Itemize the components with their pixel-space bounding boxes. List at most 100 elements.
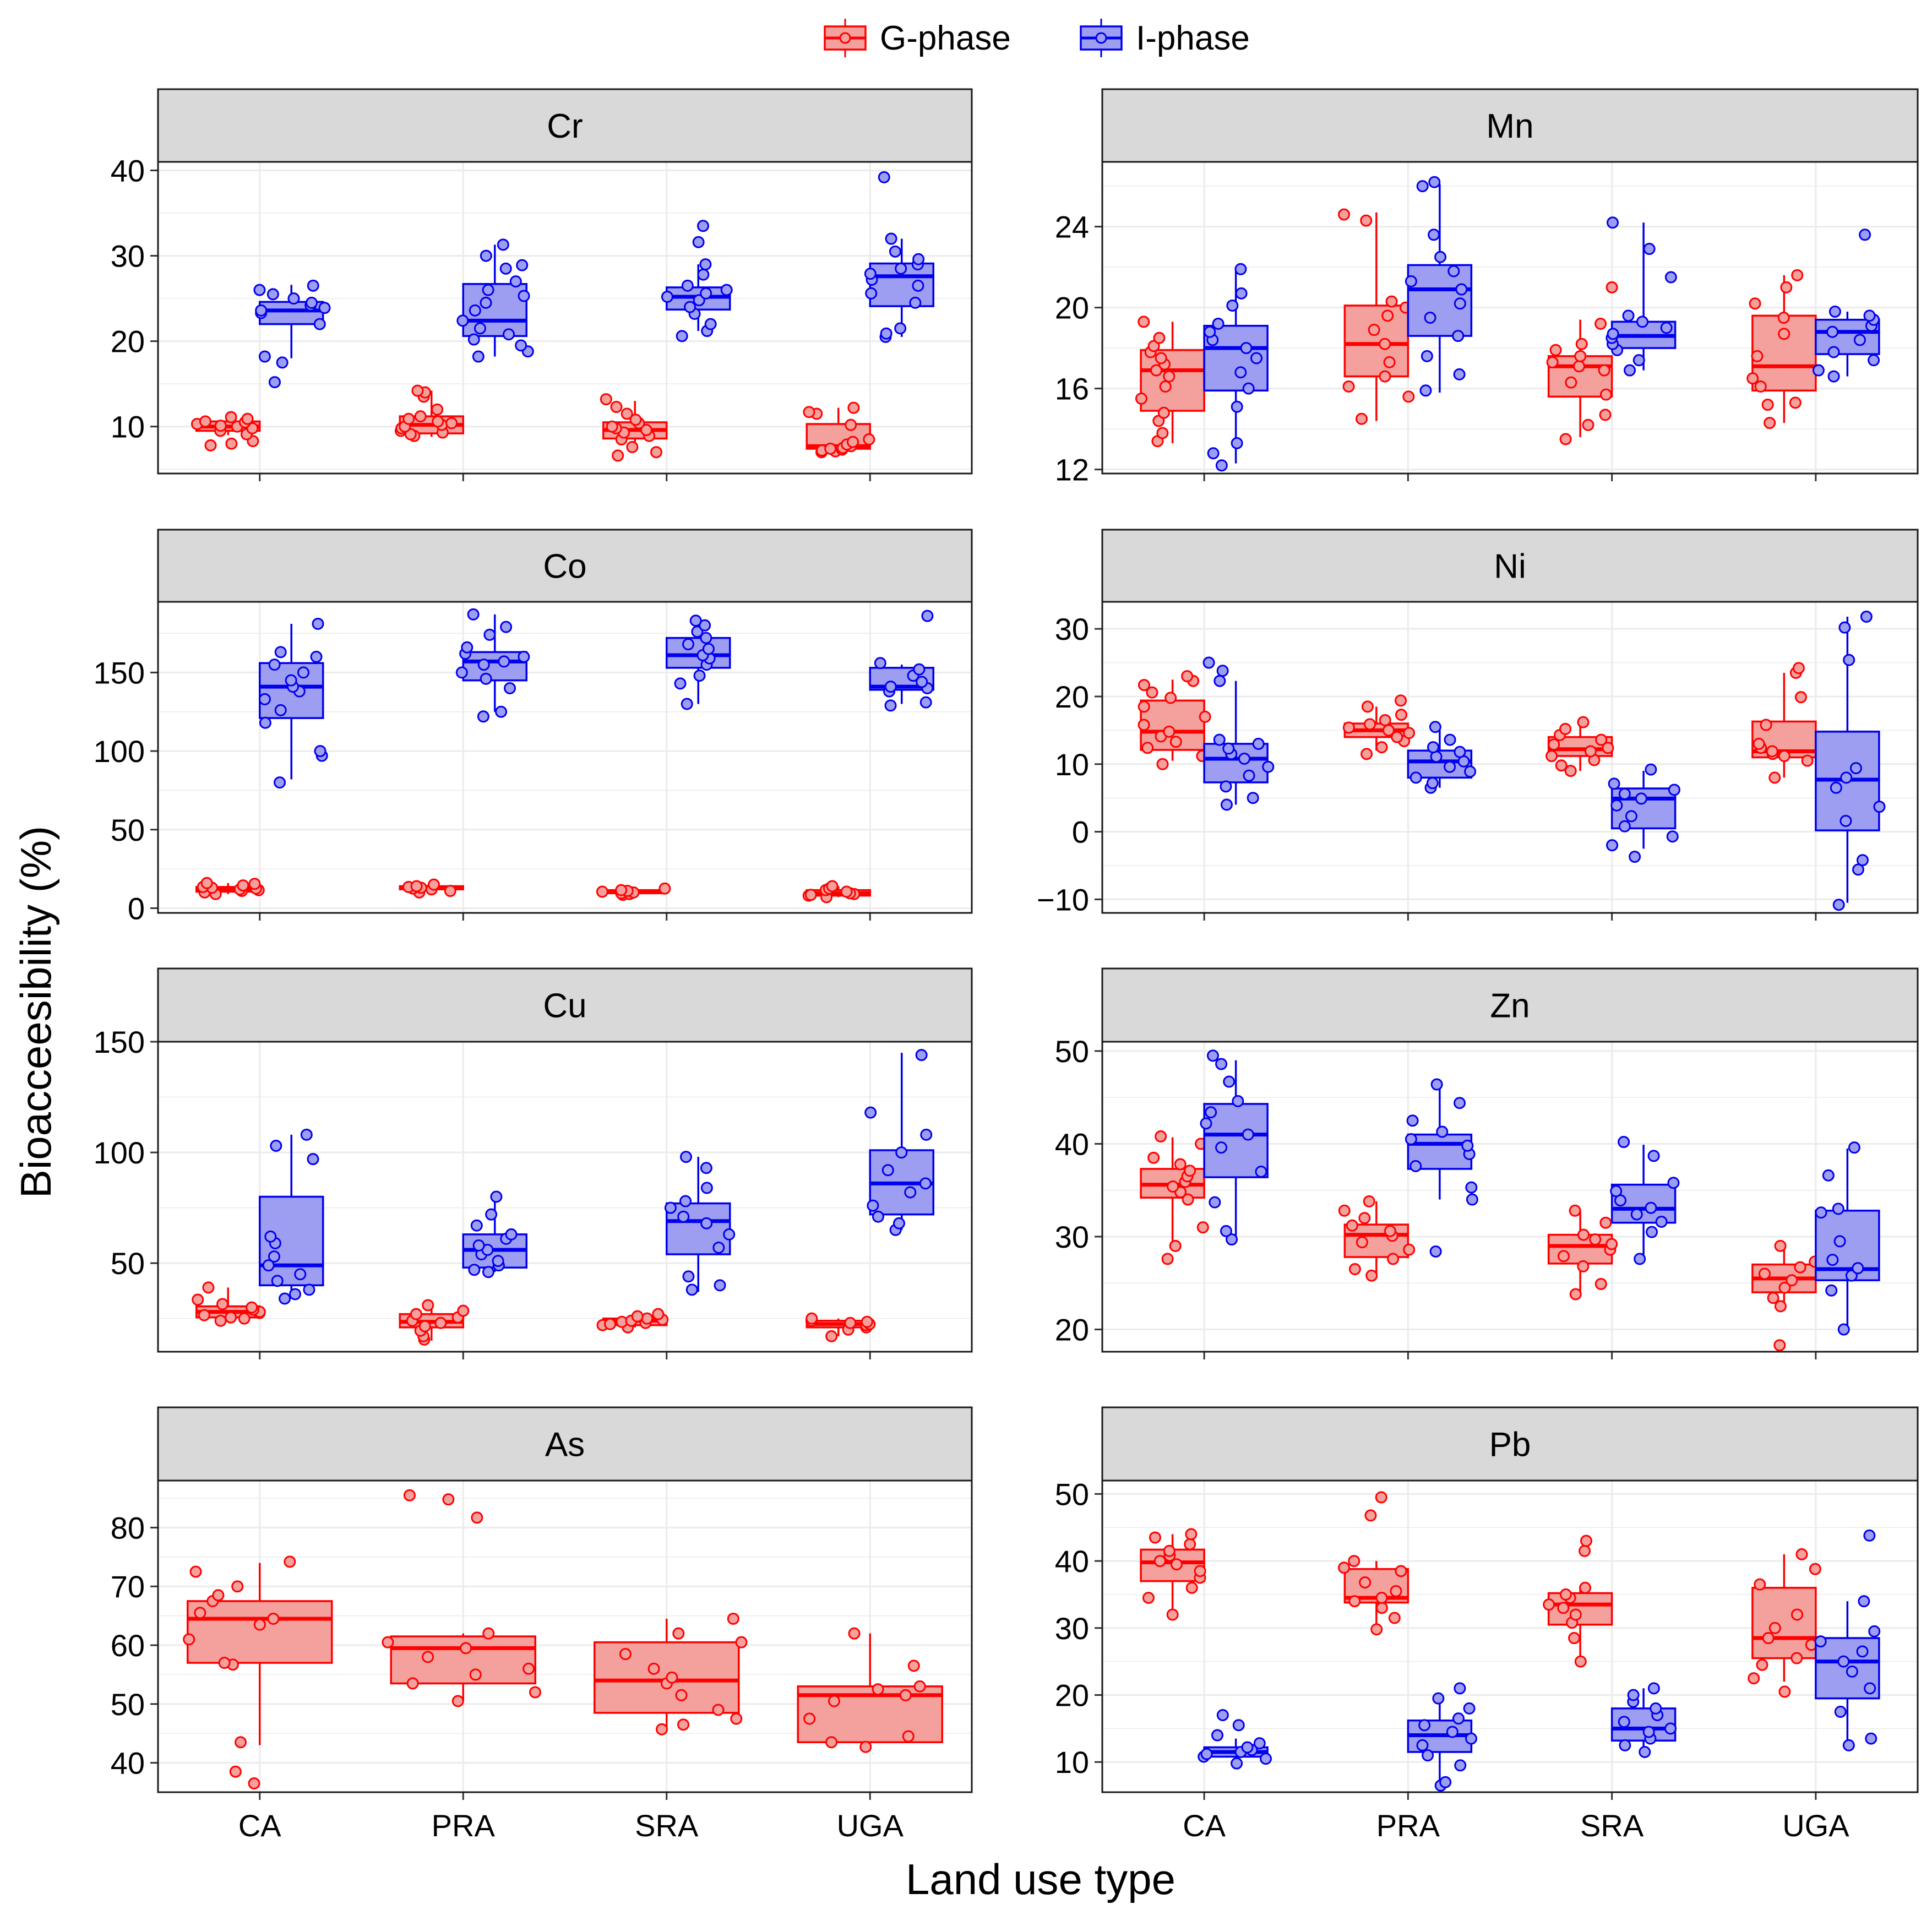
- data-point: [1466, 1193, 1478, 1206]
- data-point: [1833, 1235, 1846, 1248]
- panel-border-as: [157, 1479, 973, 1793]
- data-point: [297, 666, 309, 679]
- data-point: [258, 350, 271, 363]
- box-zn-i-phase-pra: [1405, 1078, 1478, 1258]
- data-point: [1234, 263, 1247, 275]
- data-point: [1463, 1702, 1476, 1715]
- data-point: [1242, 1128, 1254, 1141]
- data-point: [482, 284, 494, 296]
- data-point: [884, 681, 897, 693]
- data-point: [1607, 328, 1619, 340]
- data-point: [604, 1318, 617, 1330]
- box-body: [187, 1600, 333, 1664]
- data-point: [1406, 1114, 1419, 1127]
- data-point: [1664, 1722, 1677, 1735]
- box-pb-g-phase-sra: [1543, 1535, 1613, 1668]
- data-point: [840, 885, 853, 898]
- data-point: [1599, 388, 1612, 401]
- data-point: [1846, 1665, 1858, 1678]
- data-point: [529, 1686, 541, 1699]
- data-point: [1815, 1206, 1827, 1219]
- data-point: [1767, 1292, 1779, 1304]
- data-point: [1868, 1625, 1881, 1637]
- data-point: [1235, 287, 1248, 300]
- panel-border-mn: [1101, 161, 1919, 475]
- data-point: [1754, 380, 1767, 393]
- data-point: [720, 284, 733, 296]
- data-point: [872, 1683, 884, 1696]
- data-point: [1255, 1165, 1267, 1178]
- data-point: [1465, 1181, 1478, 1194]
- data-point: [468, 1264, 481, 1276]
- data-point: [846, 436, 859, 448]
- panel-zn: Zn 20 30 40 50: [1055, 967, 1919, 1359]
- data-point: [428, 878, 440, 891]
- data-point: [212, 1589, 225, 1602]
- data-point: [307, 279, 319, 292]
- data-point: [314, 745, 326, 758]
- data-point: [287, 292, 300, 305]
- data-point: [681, 279, 694, 292]
- data-point: [640, 423, 652, 436]
- data-point: [1627, 1689, 1640, 1701]
- data-point: [1194, 1565, 1206, 1577]
- data-point: [1619, 1739, 1631, 1751]
- data-point: [1223, 1075, 1236, 1088]
- box-pb-i-phase-uga: [1814, 1529, 1881, 1751]
- data-point: [1774, 1239, 1787, 1252]
- data-point: [310, 650, 323, 663]
- data-point: [1594, 1277, 1607, 1290]
- panel-mn: Mn 12 16 20 24: [1055, 88, 1919, 487]
- box-ni-i-phase-ca: [1202, 656, 1275, 811]
- box-as-g-phase-ca: [183, 1555, 333, 1789]
- data-point: [246, 1301, 258, 1314]
- box-co-i-phase-uga: [869, 610, 934, 712]
- data-point: [1153, 1555, 1166, 1568]
- box-cr-i-phase-sra: [661, 220, 733, 342]
- data-point: [1809, 1563, 1821, 1575]
- data-point: [1416, 1739, 1429, 1751]
- box-cu-g-phase-sra: [596, 1308, 669, 1334]
- data-point: [318, 302, 331, 314]
- data-point: [700, 1182, 713, 1194]
- strip-cr: [157, 88, 973, 163]
- data-point: [652, 1308, 665, 1320]
- data-point: [1405, 275, 1417, 287]
- data-point: [1666, 830, 1679, 843]
- data-point: [1384, 1225, 1396, 1237]
- data-point: [1774, 1300, 1787, 1313]
- data-point: [1452, 330, 1465, 342]
- data-point: [1864, 1682, 1876, 1695]
- data-point: [225, 1311, 237, 1324]
- data-point: [1220, 780, 1232, 793]
- data-point: [1150, 364, 1163, 377]
- y-tick-label-co: 150: [94, 655, 145, 690]
- gridlines-mn: [1102, 162, 1918, 474]
- box-co-g-phase-uga: [802, 880, 871, 904]
- data-point: [1569, 1204, 1581, 1217]
- box-mn-i-phase-pra: [1405, 176, 1473, 397]
- data-point: [1253, 1737, 1266, 1750]
- data-point: [626, 440, 639, 453]
- data-point: [1559, 1588, 1572, 1601]
- strip-label-as: As: [545, 1426, 585, 1464]
- box-co-i-phase-pra: [455, 608, 530, 723]
- panel-cu: Cu 50 100 150: [94, 967, 973, 1359]
- data-point: [1827, 346, 1840, 358]
- data-point: [661, 291, 673, 303]
- panel-border-ni: [1101, 601, 1919, 914]
- data-point: [1589, 1233, 1602, 1246]
- data-point: [1402, 390, 1415, 403]
- data-point: [1863, 1529, 1876, 1542]
- box-zn-i-phase-ca: [1200, 1049, 1269, 1246]
- data-point: [189, 1565, 202, 1578]
- data-point: [1639, 1745, 1651, 1758]
- data-point: [218, 1657, 231, 1669]
- data-point: [1202, 656, 1215, 669]
- data-point: [689, 614, 702, 627]
- panel-border-cu: [157, 1041, 973, 1353]
- data-point: [1454, 1682, 1466, 1695]
- data-point: [253, 1618, 266, 1631]
- data-point: [1791, 269, 1804, 281]
- data-point: [1795, 1548, 1808, 1560]
